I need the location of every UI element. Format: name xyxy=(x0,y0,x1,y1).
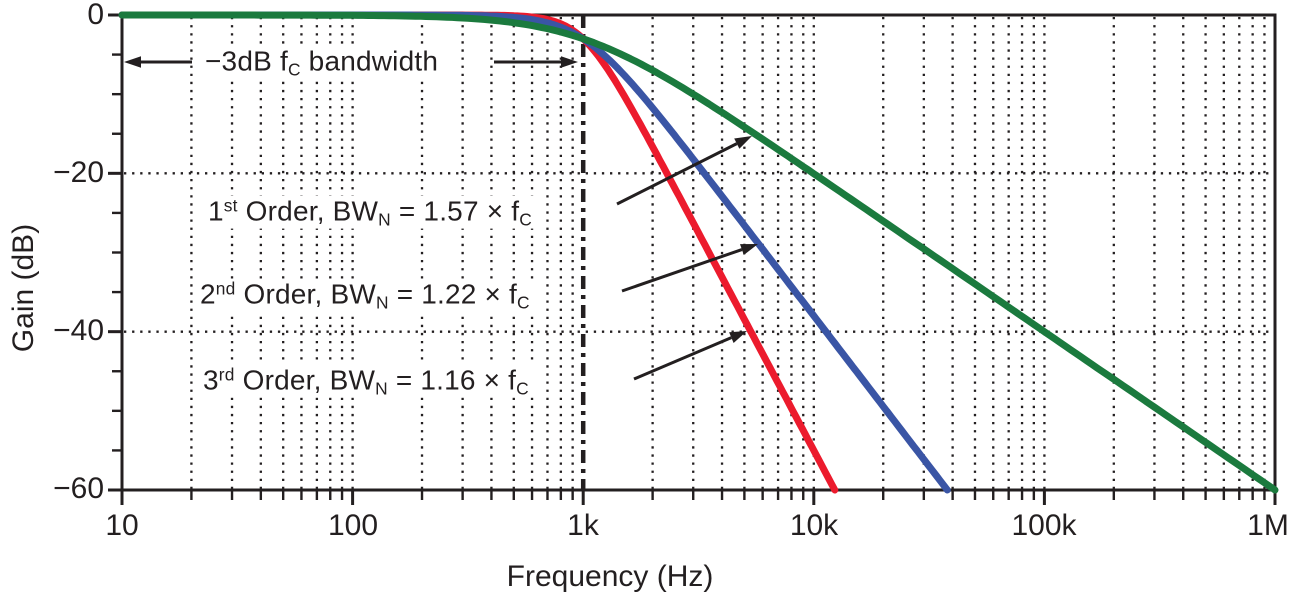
order-label-equation: = 1.57 × f xyxy=(390,195,520,227)
order-number: 3 xyxy=(203,364,219,396)
grid-dotted xyxy=(124,17,1273,489)
bandwidth-annotation-text: −3dB f xyxy=(205,45,288,77)
bandwidth-annotation-text: bandwidth xyxy=(300,45,439,77)
order-label-text: Order, BW xyxy=(235,278,376,310)
fc-subscript: C xyxy=(517,292,530,313)
order-label-text: Order, BW xyxy=(237,195,379,227)
bandwidth-annotation: −3dB fC bandwidth xyxy=(198,45,446,80)
curve-2nd-order xyxy=(118,11,951,494)
x-tick-label: 1M xyxy=(1247,509,1289,542)
ordinal-superscript: st xyxy=(223,195,238,216)
arrow-to-2nd-order-curve xyxy=(621,244,758,293)
y-axis-title: Gain (dB) xyxy=(7,223,40,353)
fc-subscript: C xyxy=(519,209,532,230)
bw-subscript: N xyxy=(378,209,391,230)
axis-ticks xyxy=(108,13,1277,505)
curve-3rd-order xyxy=(118,11,839,494)
order-2-label: 2nd Order, BWN = 1.22 × fC xyxy=(193,278,537,313)
fc-subscript: C xyxy=(287,59,301,80)
y-tick-label: 0 xyxy=(87,0,104,31)
y-tick-label: −20 xyxy=(53,156,104,189)
y-tick-label: −40 xyxy=(53,314,104,347)
y-tick-label: −60 xyxy=(53,472,104,505)
order-number: 2 xyxy=(200,278,216,310)
bandwidth-arrow-right xyxy=(494,56,578,68)
x-tick-label: 100k xyxy=(1011,509,1077,542)
plot-frame xyxy=(120,13,1277,492)
arrow-to-3rd-order-curve xyxy=(633,331,747,381)
bandwidth-arrow-left xyxy=(124,56,192,68)
bw-subscript: N xyxy=(375,378,388,399)
order-3-label: 3rd Order, BWN = 1.16 × fC xyxy=(196,364,536,399)
x-tick-label: 10k xyxy=(789,509,839,542)
x-axis-title: Frequency (Hz) xyxy=(506,560,714,593)
order-label-text: Order, BW xyxy=(234,364,376,396)
order-number: 1 xyxy=(208,195,224,227)
curve-1st-order xyxy=(118,11,1279,494)
x-tick-label: 100 xyxy=(327,509,379,542)
order-1-label: 1st Order, BWN = 1.57 × fC xyxy=(201,195,539,230)
bw-subscript: N xyxy=(375,292,389,313)
x-tick-label: 1k xyxy=(567,509,599,542)
fc-subscript: C xyxy=(516,378,529,399)
x-tick-label: 10 xyxy=(105,509,139,542)
arrow-to-1st-order-curve xyxy=(616,136,752,206)
order-label-equation: = 1.22 × f xyxy=(388,278,518,310)
ordinal-superscript: rd xyxy=(218,364,235,385)
order-label-equation: = 1.16 × f xyxy=(387,364,517,396)
ordinal-superscript: nd xyxy=(215,278,236,299)
